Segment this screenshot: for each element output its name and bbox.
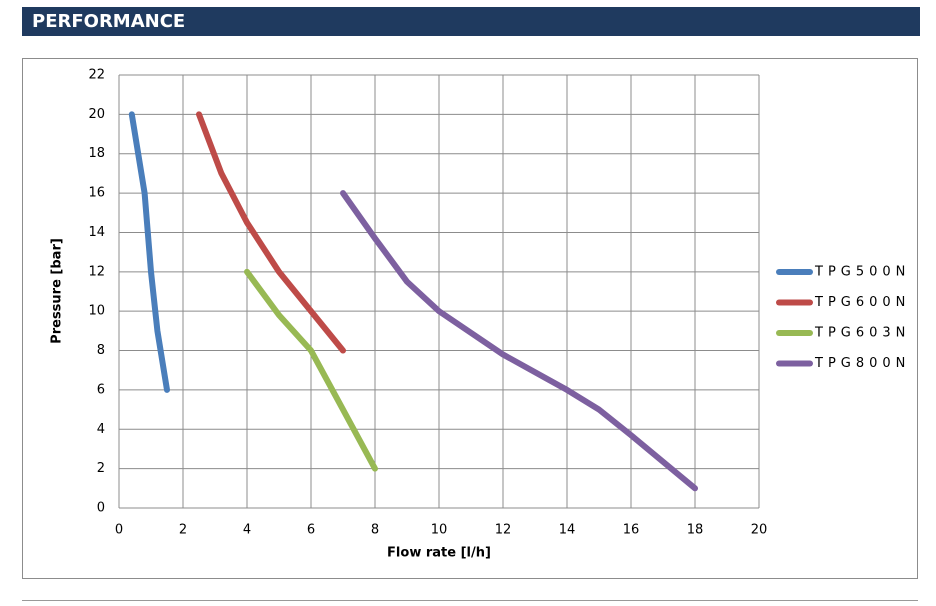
header-title: PERFORMANCE [32, 11, 185, 32]
x-tick-label: 10 [431, 523, 448, 538]
x-tick-label: 12 [495, 523, 512, 538]
y-tick-label: 12 [88, 264, 105, 279]
x-tick-label: 16 [623, 523, 640, 538]
y-tick-label: 6 [97, 382, 105, 397]
legend-label: TPG603N [814, 326, 910, 341]
y-tick-label: 8 [97, 343, 105, 358]
y-tick-label: 18 [88, 146, 105, 161]
y-tick-label: 16 [88, 186, 105, 201]
x-tick-label: 18 [687, 523, 704, 538]
x-tick-label: 6 [307, 523, 315, 538]
x-tick-label: 20 [751, 523, 768, 538]
x-tick-label: 8 [371, 523, 379, 538]
header-bar [22, 7, 920, 36]
y-tick-label: 10 [88, 304, 105, 319]
series-line [196, 111, 346, 354]
chart-frame [22, 58, 918, 579]
x-axis-label: Flow rate [l/h] [387, 546, 491, 561]
series-line [244, 268, 378, 472]
y-tick-label: 2 [97, 461, 105, 476]
x-tick-label: 2 [179, 523, 187, 538]
y-tick-label: 14 [88, 225, 105, 240]
x-tick-label: 4 [243, 523, 251, 538]
x-tick-label: 14 [559, 523, 576, 538]
legend-label: TPG500N [814, 265, 910, 280]
y-tick-label: 20 [88, 107, 105, 122]
y-tick-label: 4 [97, 422, 105, 437]
x-tick-label: 0 [115, 523, 123, 538]
y-tick-label: 22 [88, 68, 105, 83]
y-tick-label: 0 [97, 501, 105, 516]
series-line [128, 111, 170, 393]
series-line [340, 190, 698, 492]
legend-label: TPG800N [814, 356, 910, 371]
legend-label: TPG600N [814, 295, 910, 310]
y-axis-label: Pressure [bar] [50, 238, 65, 344]
